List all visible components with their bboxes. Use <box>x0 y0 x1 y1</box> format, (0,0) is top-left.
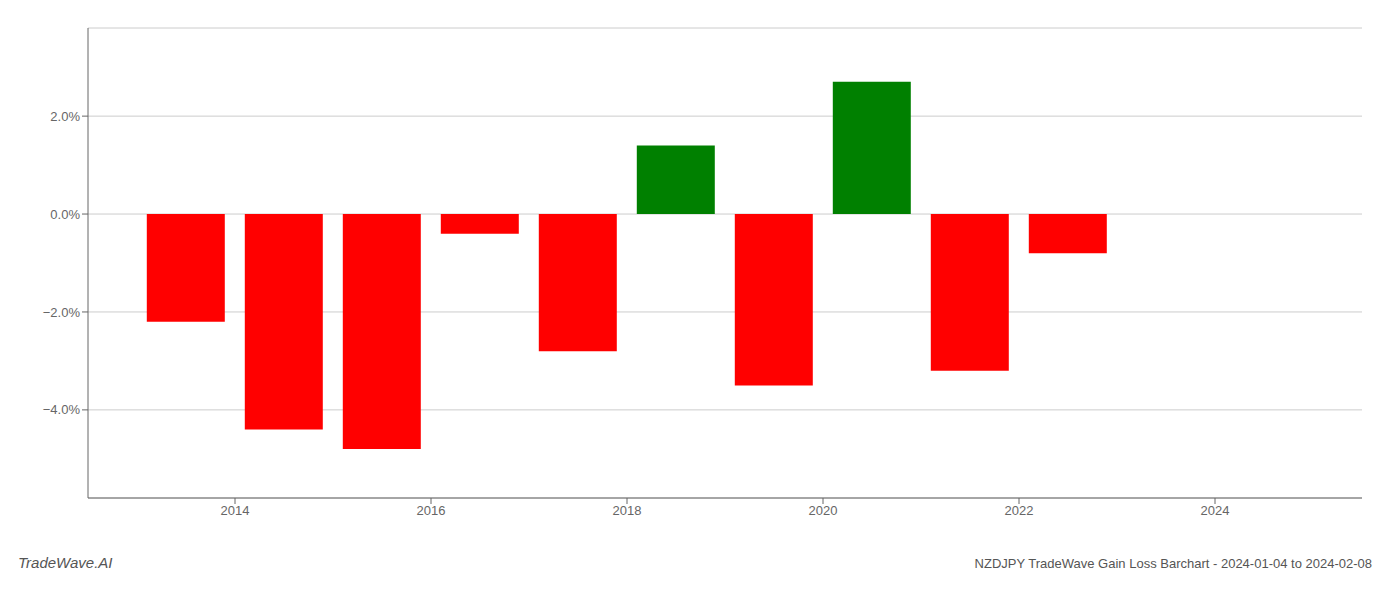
html-text:TradeWave.AI: TradeWave.AI <box>18 554 113 571</box>
html-text:NZDJPY TradeWave Gain Loss Bar: NZDJPY TradeWave Gain Loss Barchart - 20… <box>974 556 1372 571</box>
svg-text:2016: 2016 <box>417 503 446 518</box>
svg-text:2024: 2024 <box>1201 503 1230 518</box>
svg-text:2018: 2018 <box>613 503 642 518</box>
svg-text:2020: 2020 <box>809 503 838 518</box>
svg-text:2.0%: 2.0% <box>50 109 80 124</box>
svg-text:−4.0%: −4.0% <box>43 402 81 417</box>
svg-text:2022: 2022 <box>1005 503 1034 518</box>
svg-text:2014: 2014 <box>221 503 250 518</box>
svg-text:0.0%: 0.0% <box>50 207 80 222</box>
svg-text:−2.0%: −2.0% <box>43 305 81 320</box>
